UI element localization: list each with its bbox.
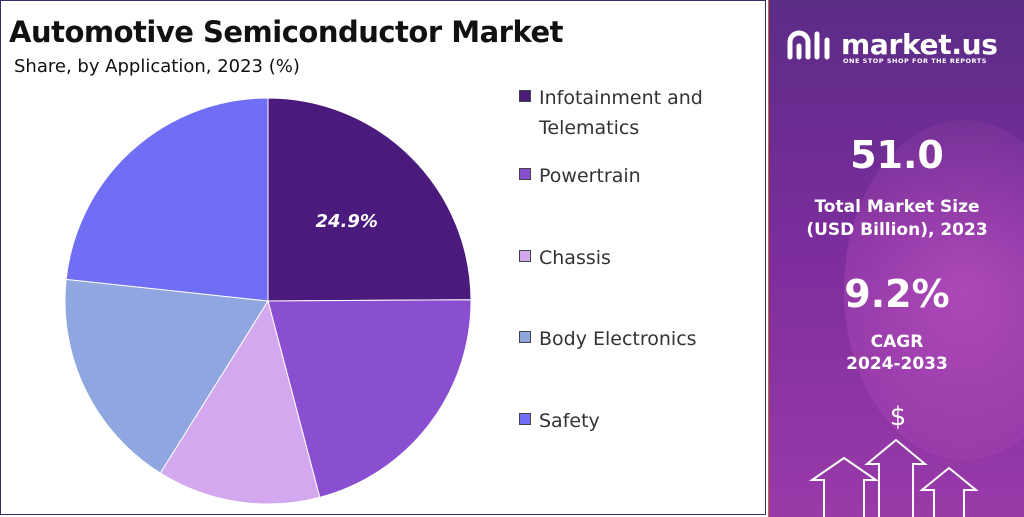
decorative-glow — [844, 120, 1024, 460]
market-us-logo-icon — [787, 30, 830, 59]
legend-swatch — [519, 168, 531, 180]
legend-item-body-electronics: Body Electronics — [519, 324, 739, 354]
chart-subtitle: Share, by Application, 2023 (%) — [14, 56, 300, 77]
pie-slice-safety — [65, 97, 269, 302]
market-size-value: 51.0 — [850, 133, 944, 177]
legend-item-safety: Safety — [519, 406, 739, 436]
stats-panel: market.us ONE STOP SHOP FOR THE REPORTS … — [768, 0, 1024, 517]
legend-label: Infotainment and Telematics — [539, 87, 703, 139]
legend-swatch — [519, 331, 531, 343]
brand-tagline: ONE STOP SHOP FOR THE REPORTS — [843, 57, 987, 65]
legend-swatch — [519, 413, 531, 425]
legend-label: Powertrain — [539, 165, 641, 187]
pie-slice-body-electronics — [64, 278, 269, 474]
legend-swatch — [519, 90, 531, 102]
chart-panel: Automotive Semiconductor Market Share, b… — [0, 0, 766, 515]
pie-slice-infotainment-and-telematics — [267, 97, 472, 302]
legend-item-infotainment: Infotainment and Telematics — [519, 83, 739, 143]
legend-label: Safety — [539, 410, 600, 432]
legend-item-chassis: Chassis — [519, 243, 739, 273]
legend-swatch — [519, 250, 531, 262]
pie-slice-chassis — [159, 299, 321, 505]
legend-label: Body Electronics — [539, 328, 697, 350]
legend-item-powertrain: Powertrain — [519, 161, 739, 191]
pie-data-label: 24.9% — [315, 211, 377, 232]
pie-chart: 24.9% — [64, 97, 472, 505]
cagr-value: 9.2% — [844, 272, 950, 316]
market-size-caption-line1: Total Market Size — [814, 197, 980, 217]
market-size-caption-line2: (USD Billion), 2023 — [806, 220, 988, 240]
chart-title: Automotive Semiconductor Market — [9, 15, 564, 49]
brand: market.us — [787, 28, 998, 61]
pie-slice-powertrain — [267, 299, 472, 498]
brand-name: market.us — [841, 28, 998, 61]
cagr-caption-line1: CAGR — [870, 332, 924, 352]
dollar-icon: $ — [889, 402, 907, 432]
legend-label: Chassis — [539, 247, 611, 269]
growth-arrows-icon — [808, 438, 979, 517]
cagr-caption-line2: 2024-2033 — [846, 354, 948, 374]
